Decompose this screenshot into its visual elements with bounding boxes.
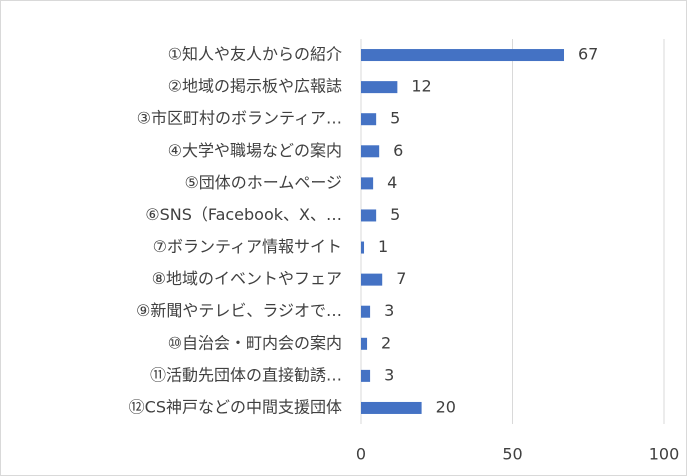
data-label: 7 (396, 269, 406, 288)
data-label: 2 (381, 333, 391, 352)
y-tick-label: ⑥SNS（Facebook、X、… (145, 205, 342, 224)
bar (361, 401, 422, 414)
data-label: 6 (393, 141, 403, 160)
data-label: 67 (578, 45, 598, 64)
y-tick-label: ②地域の掲示板や広報誌 (168, 77, 342, 96)
bar (361, 241, 365, 254)
y-tick-label: ①知人や友人からの紹介 (168, 45, 342, 64)
data-label: 1 (378, 237, 388, 256)
data-label: 12 (411, 77, 431, 96)
y-tick-label: ⑩自治会・町内会の案内 (168, 333, 342, 352)
bar (361, 209, 377, 222)
bar (361, 273, 383, 286)
data-label: 5 (390, 109, 400, 128)
x-tick-label: 50 (502, 445, 522, 464)
x-tick-label: 100 (649, 445, 680, 464)
y-tick-label: ④大学や職場などの案内 (168, 141, 342, 160)
y-tick-label: ⑪活動先団体の直接勧誘… (150, 365, 342, 384)
data-label: 20 (436, 397, 456, 416)
y-tick-label: ⑫CS神戸などの中間支援団体 (129, 397, 342, 416)
bar (361, 81, 398, 94)
y-tick-label: ⑦ボランティア情報サイト (153, 237, 342, 256)
bar (361, 369, 371, 382)
x-tick-label: 0 (356, 445, 366, 464)
y-tick-label: ③市区町村のボランティア… (137, 109, 342, 128)
bar (361, 305, 371, 318)
bar (361, 177, 374, 190)
bar (361, 49, 565, 62)
y-tick-label: ⑨新聞やテレビ、ラジオで… (136, 301, 342, 320)
bar (361, 337, 368, 350)
data-label: 3 (384, 301, 394, 320)
data-label: 5 (390, 205, 400, 224)
data-label: 4 (387, 173, 397, 192)
bar (361, 145, 380, 158)
bar (361, 113, 377, 126)
y-tick-label: ⑧地域のイベントやフェア (152, 269, 342, 288)
y-tick-label: ⑤団体のホームページ (184, 173, 342, 192)
data-label: 3 (384, 365, 394, 384)
